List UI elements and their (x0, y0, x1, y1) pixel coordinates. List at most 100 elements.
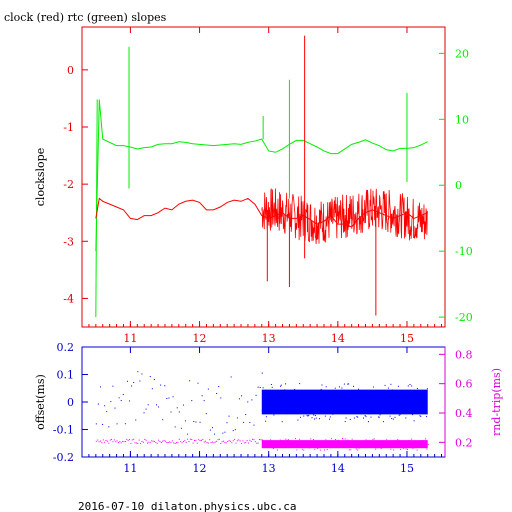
offset-point (353, 417, 355, 419)
rndtrip-point (416, 449, 418, 451)
x-tick-label-0: 11 (123, 462, 137, 475)
rndtrip-point (315, 447, 317, 449)
rndtrip-point (152, 440, 154, 442)
offset-point (336, 395, 338, 397)
rndtrip-point (120, 442, 122, 444)
rndtrip-point (422, 440, 424, 442)
rndtrip-point (189, 438, 191, 440)
offset-point (264, 394, 266, 396)
offset-point (370, 416, 372, 418)
offset-point (382, 421, 384, 423)
rndtrip-point (369, 440, 371, 442)
offset-point (266, 408, 268, 410)
x-tick-label-3: 14 (331, 332, 345, 345)
rndtrip-point (412, 447, 414, 449)
offset-point (300, 403, 302, 405)
offset-point (97, 403, 99, 405)
offset-point (358, 390, 360, 392)
rndtrip-point (310, 438, 312, 440)
y-tick-label-3: -3 (63, 235, 74, 248)
rndtrip-point (194, 439, 196, 441)
offset-point (295, 394, 297, 396)
rndtrip-point (129, 438, 131, 440)
offset-point (268, 392, 270, 394)
rndtrip-point (424, 438, 426, 440)
rndtrip-point (307, 442, 309, 444)
offset-point (309, 402, 311, 404)
rndtrip-point (314, 448, 316, 450)
offset-point (380, 405, 382, 407)
rndtrip-point (170, 441, 172, 443)
rndtrip-point (151, 440, 153, 442)
rndtrip-point (242, 440, 244, 442)
rndtrip-point (115, 441, 117, 443)
top-y-axis-label: clockslope (34, 148, 47, 206)
rndtrip-point (347, 439, 349, 441)
offset-point (228, 415, 230, 417)
offset-point (384, 384, 386, 386)
rndtrip-point (293, 443, 295, 445)
offset-point (232, 430, 234, 432)
offset-point (383, 412, 385, 414)
rndtrip-point (357, 449, 359, 451)
rndtrip-point (304, 442, 306, 444)
rndtrip-point (239, 440, 241, 442)
y-tick-label-0: 0 (67, 64, 74, 77)
offset-point (348, 411, 350, 413)
rndtrip-point (260, 439, 262, 441)
offset-point (403, 390, 405, 392)
footer-caption: 2016-07-10 dilaton.physics.ubc.ca (78, 500, 297, 512)
rndtrip-point (101, 442, 103, 444)
offset-point (265, 420, 267, 422)
rndtrip-point (159, 440, 161, 442)
offset-point (261, 372, 263, 374)
rndtrip-point (261, 439, 263, 441)
rndtrip-point (299, 438, 301, 440)
rndtrip-point (265, 446, 267, 448)
rndtrip-point (124, 440, 126, 442)
offset-point (304, 407, 306, 409)
offset-point (172, 396, 174, 398)
rndtrip-point (380, 447, 382, 449)
offset-point (414, 408, 416, 410)
offset-point (176, 407, 178, 409)
offset-point (166, 398, 168, 400)
rndtrip-point (278, 446, 280, 448)
offset-point (118, 397, 120, 399)
rndtrip-point (109, 439, 111, 441)
rndtrip-point (228, 440, 230, 442)
x-tick-label-0: 11 (123, 332, 137, 345)
offset-point (342, 393, 344, 395)
offset-point (95, 423, 97, 425)
rndtrip-point (337, 439, 339, 441)
offset-point (360, 403, 362, 405)
rndtrip-point (386, 439, 388, 441)
offset-point (343, 394, 345, 396)
rndtrip-point (384, 443, 386, 445)
rndtrip-point (178, 438, 180, 440)
rndtrip-point (415, 447, 417, 449)
offset-point (216, 393, 218, 395)
rndtrip-point (361, 440, 363, 442)
rndtrip-point (217, 439, 219, 441)
rndtrip-point (279, 439, 281, 441)
offset-point (410, 395, 412, 397)
offset-point (153, 378, 155, 380)
rndtrip-point (113, 439, 115, 441)
rndtrip-point (294, 438, 296, 440)
rndtrip-point (335, 439, 337, 441)
y-tick-label-2: -2 (63, 178, 74, 191)
offset-point (220, 397, 222, 399)
offset-point (364, 415, 366, 417)
offset-point (311, 417, 313, 419)
rndtrip-point (270, 439, 272, 441)
offset-point (203, 400, 205, 402)
offset-point (197, 382, 199, 384)
offset-point (241, 395, 243, 397)
offset-point (372, 386, 374, 388)
rndtrip-point (326, 449, 328, 451)
offset-point (355, 390, 357, 392)
y-tick-label-2: 0 (67, 396, 74, 409)
offset-point (353, 385, 355, 387)
rndtrip-point (97, 439, 99, 441)
